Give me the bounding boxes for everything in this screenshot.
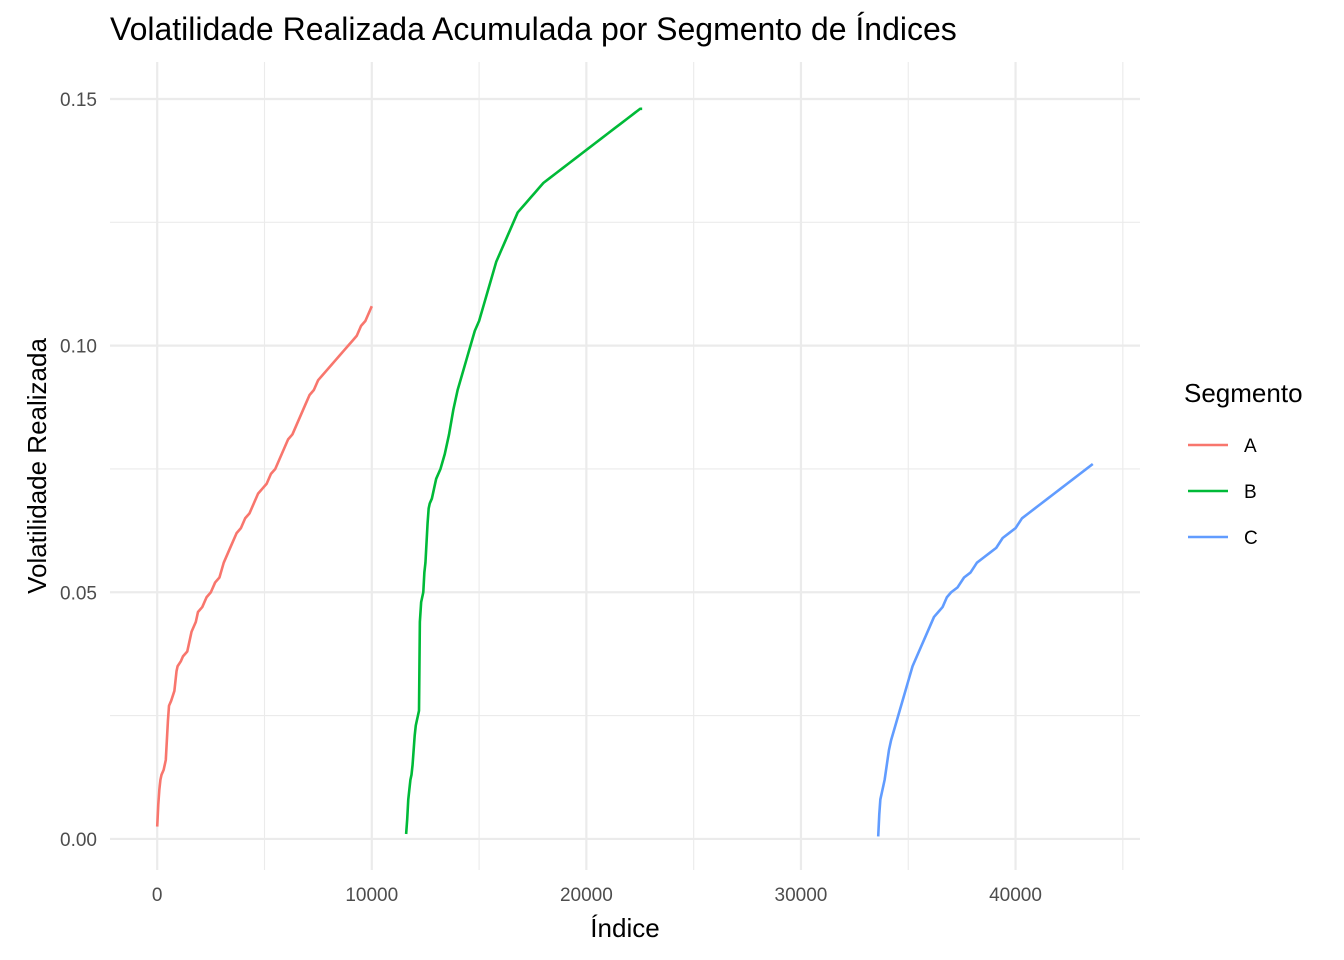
y-tick-label: 0.00 — [60, 830, 97, 851]
series-line-a — [155, 305, 373, 827]
y-tick-label: 0.05 — [60, 583, 97, 604]
legend-title: Segmento — [1184, 378, 1303, 408]
x-tick-label: 30000 — [775, 885, 828, 906]
chart-title: Volatilidade Realizada Acumulada por Seg… — [110, 11, 957, 47]
grid — [110, 62, 1140, 870]
x-tick-label: 0 — [152, 885, 163, 906]
series-line-c — [876, 462, 1094, 837]
y-axis-title: Volatilidade Realizada — [22, 338, 52, 594]
series-lines — [155, 107, 1094, 837]
series-line-b — [404, 107, 643, 835]
y-tick-label: 0.10 — [60, 337, 97, 358]
legend-label-a: A — [1244, 436, 1257, 457]
y-tick-labels: 0.00 0.05 0.10 0.15 — [60, 90, 97, 851]
y-tick-label: 0.15 — [60, 90, 97, 111]
x-tick-label: 20000 — [560, 885, 613, 906]
legend-label-b: B — [1244, 482, 1257, 503]
legend-label-c: C — [1244, 528, 1258, 549]
x-tick-label: 40000 — [989, 885, 1042, 906]
x-axis-title: Índice — [590, 913, 659, 943]
x-tick-label: 10000 — [345, 885, 398, 906]
x-tick-labels: 0 10000 20000 30000 40000 — [152, 885, 1042, 906]
legend: Segmento A B C — [1184, 378, 1303, 549]
